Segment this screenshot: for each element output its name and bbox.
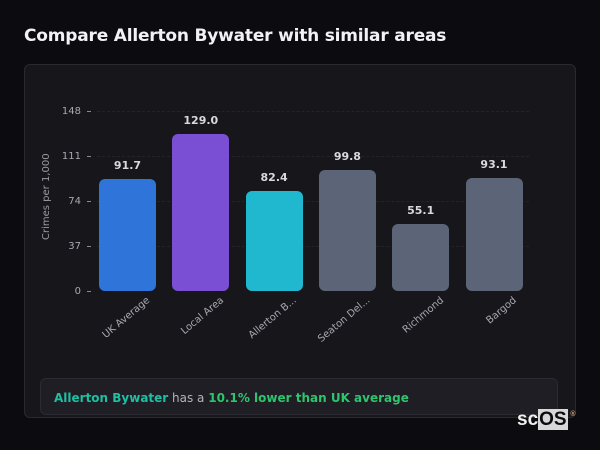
y-tick: 148 — [51, 105, 91, 117]
gridline — [97, 201, 529, 202]
bar-uk-average[interactable] — [99, 179, 156, 291]
bar-bargod[interactable] — [465, 177, 523, 291]
value-label: 93.1 — [480, 157, 508, 171]
gridline — [97, 156, 529, 157]
y-tick: 74 — [51, 195, 91, 207]
bar-richmond[interactable] — [392, 223, 450, 291]
summary-comparison: 10.1% lower than UK average — [208, 391, 409, 405]
bar-local-area[interactable] — [172, 134, 230, 291]
value-label: 55.1 — [407, 203, 435, 217]
summary-area-name: Allerton Bywater — [54, 391, 169, 405]
x-tick-label: Local Area — [178, 295, 226, 337]
x-tick-label: Seaton Del... — [316, 295, 373, 345]
gridline — [97, 111, 529, 112]
x-tick-label: Allerton B... — [247, 295, 300, 342]
scos-logo: scOS ® — [517, 409, 576, 430]
summary-banner: Allerton Bywater has a 10.1% lower than … — [40, 378, 558, 415]
bar-allerton-b[interactable] — [245, 190, 303, 291]
bar-seaton-del[interactable] — [318, 169, 376, 291]
y-tick: 111 — [51, 150, 91, 162]
value-label: 91.7 — [113, 159, 142, 173]
value-label: 82.4 — [260, 170, 288, 184]
chart-card: Crimes per 1,000 0 37 74 111 148 91.7 UK Avera… — [24, 64, 576, 418]
value-label: 99.8 — [333, 149, 361, 163]
x-tick-label: UK Average — [100, 295, 153, 341]
y-tick: 37 — [51, 240, 91, 252]
value-label: 129.0 — [183, 114, 219, 128]
summary-text: has a — [168, 391, 209, 405]
page-title: Compare Allerton Bywater with similar ar… — [24, 26, 447, 46]
x-tick-label: Richmond — [400, 295, 446, 336]
gridline — [97, 246, 529, 247]
x-tick-label: Bargod — [484, 295, 520, 327]
y-tick: 0 — [51, 285, 91, 297]
